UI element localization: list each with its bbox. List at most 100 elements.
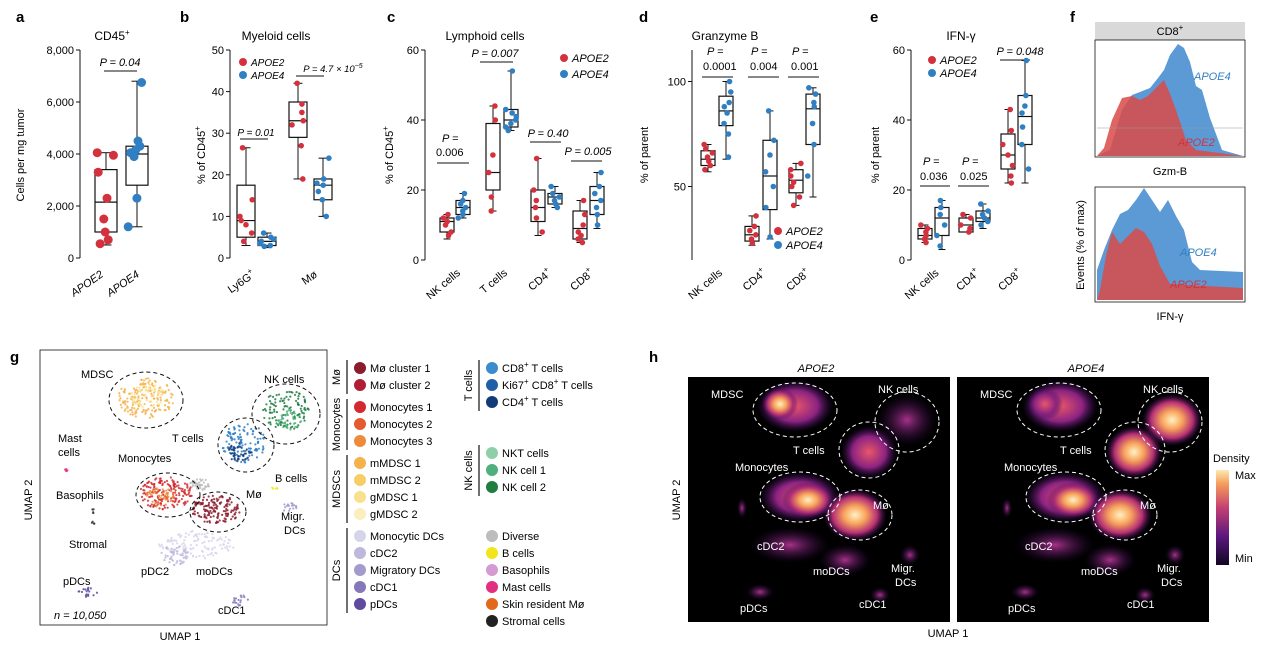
umap-cell (247, 447, 251, 450)
umap-cell (253, 436, 256, 439)
umap-cell (214, 521, 218, 525)
umap-cell (275, 393, 278, 397)
umap-cell (203, 557, 207, 560)
umap-cell (185, 493, 188, 497)
umap-cell (292, 507, 295, 510)
y-tick-label: 6,000 (46, 97, 74, 109)
label-cdc2: cDC2 (757, 541, 785, 553)
umap-cell (82, 588, 85, 591)
umap-cell (191, 512, 195, 515)
legend-item-label: CD8+ T cells (502, 360, 564, 375)
panel-d: Granzyme B % of parent 50 100 NK cells CD4… (639, 29, 823, 302)
box-apoe4 (257, 230, 277, 250)
hist-frame (1094, 186, 1246, 303)
umap-cell (138, 386, 141, 389)
umap-cell (228, 447, 231, 450)
umap-cell (238, 511, 241, 514)
umap-cell (284, 414, 287, 417)
data-point (809, 120, 816, 127)
legend-swatch (354, 564, 366, 576)
data-point (1019, 110, 1025, 116)
umap-cell (233, 506, 236, 509)
legend-swatch (486, 379, 498, 391)
umap-cell (175, 550, 178, 553)
umap-cell (176, 480, 179, 484)
umap-cell (274, 405, 277, 408)
umap-cell (274, 419, 278, 422)
umap-cell (131, 399, 134, 402)
umap-cell (214, 503, 218, 506)
umap-cell (204, 485, 207, 488)
umap-cell (195, 483, 198, 486)
umap-cell (197, 481, 201, 484)
umap-cell (163, 558, 166, 562)
data-point (260, 230, 267, 236)
umap-cell (300, 409, 303, 413)
data-point (298, 142, 305, 149)
umap-cell (181, 543, 184, 546)
data-point (490, 152, 496, 158)
umap-cell (227, 498, 230, 502)
data-point (137, 78, 147, 87)
data-point (960, 211, 966, 218)
legend-group-label: Mø (331, 369, 343, 385)
umap-cell (240, 450, 243, 453)
data-point (132, 193, 142, 203)
umap-cell (293, 504, 296, 507)
legend-group-label: MDSCs (331, 470, 343, 508)
umap-cell (177, 486, 181, 490)
data-point (539, 229, 545, 235)
data-point (1022, 103, 1028, 109)
umap-cell (119, 397, 122, 400)
umap-cell (192, 535, 196, 538)
data-point (580, 222, 586, 228)
data-point (1023, 92, 1029, 99)
umap-cell (133, 407, 136, 410)
box-apoe2 (288, 80, 308, 182)
umap-cell (160, 494, 163, 497)
y-tick-label: 20 (212, 170, 224, 182)
data-point (999, 141, 1006, 148)
umap-cell (303, 408, 306, 411)
umap-cell (218, 496, 221, 499)
umap-cell (287, 398, 290, 401)
density-blob (1106, 426, 1162, 478)
data-point (548, 183, 554, 190)
umap-cell (180, 489, 183, 493)
umap-cell (156, 398, 160, 401)
box-iqr (439, 217, 455, 233)
umap-cell (149, 495, 152, 498)
umap-cell (228, 442, 231, 446)
umap-cell (222, 509, 225, 513)
umap-cell (239, 594, 242, 597)
outline-monocytes (135, 472, 201, 518)
legend-item-label: Monocytes 1 (370, 402, 432, 414)
y-tick-label: 40 (407, 115, 419, 127)
panel-d-pval-1a: P = (707, 46, 724, 58)
umap-cell (272, 487, 275, 490)
box-apoe4 (934, 197, 950, 250)
umap-cell (145, 398, 148, 402)
umap-cell (257, 427, 260, 430)
data-point (129, 152, 139, 162)
umap-cell (224, 535, 227, 539)
umap-cell (184, 502, 187, 505)
umap-cell (146, 499, 150, 502)
umap-cell (126, 406, 129, 409)
legend-dot-apoe4 (774, 241, 782, 249)
panel-letters: a b c d e f g h (10, 9, 1076, 366)
umap-cell (198, 501, 201, 504)
umap-cell (151, 489, 154, 492)
density-title-apoe2: APOE2 (797, 363, 835, 375)
box-apoe2 (485, 103, 501, 214)
panel-c-legend: APOE2 APOE4 (560, 53, 609, 81)
umap-cell (283, 397, 286, 400)
label-pdcs: pDCs (63, 576, 91, 588)
legend-dot-apoe4 (560, 70, 568, 78)
umap-cell (156, 390, 160, 394)
umap-cell (291, 502, 294, 505)
umap-cell (213, 546, 217, 549)
hist-label-apoe2: APOE2 (1177, 137, 1215, 149)
umap-cell (147, 386, 151, 389)
data-point (967, 215, 974, 221)
